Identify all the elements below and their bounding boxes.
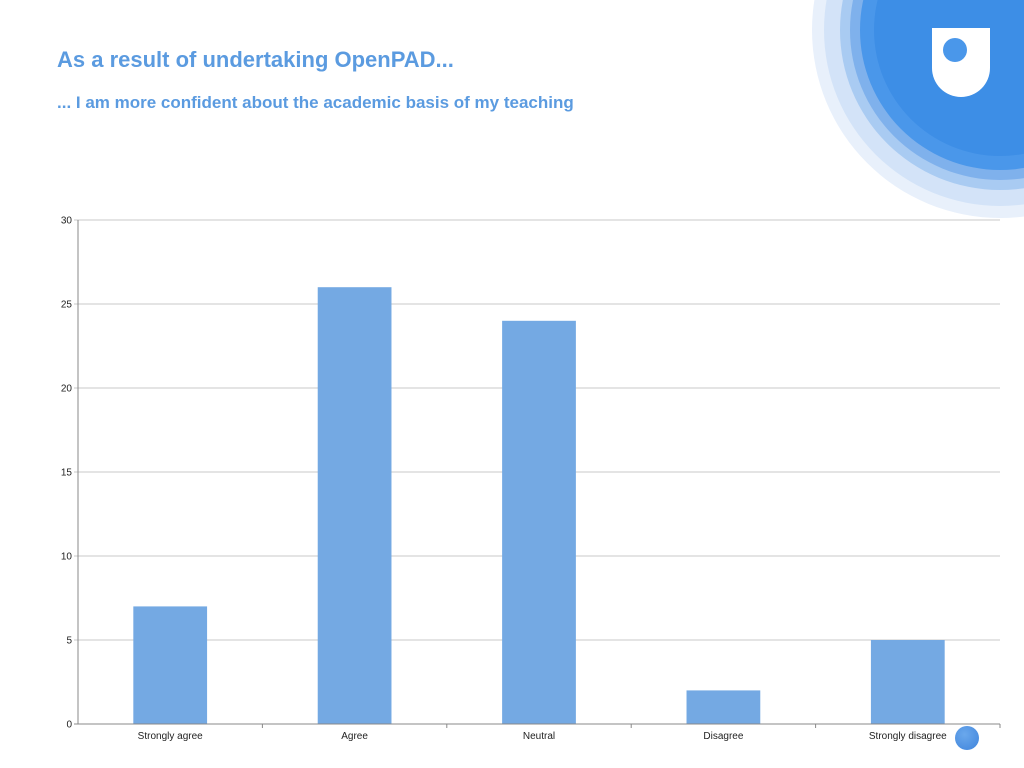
x-tick-label: Strongly disagree [869,731,947,742]
y-axis-ticks: 0 5 10 15 20 25 30 [61,216,73,731]
y-tick-label: 30 [61,216,73,227]
x-axis-ticks: Strongly agree Agree Neutral Disagree Strong… [138,724,1001,742]
slide-title: As a result of undertaking OpenPAD... [57,47,454,72]
y-tick-label: 0 [66,720,72,731]
y-tick-label: 5 [66,636,72,647]
y-tick-label: 10 [61,552,73,563]
page-indicator-dot [955,726,979,750]
bar [686,690,761,724]
bar [502,320,576,724]
y-tick-label: 25 [61,300,73,311]
bar [133,606,208,724]
x-tick-label: Neutral [523,731,555,742]
open-university-logo [812,0,1024,218]
x-tick-label: Agree [341,731,368,742]
x-tick-label: Strongly agree [138,731,203,742]
x-tick-label: Disagree [703,731,743,742]
bar [317,287,392,724]
bar [870,640,945,724]
y-tick-label: 20 [61,384,73,395]
bars [133,287,945,724]
slide-subtitle: ... I am more confident about the academ… [57,93,574,112]
y-tick-label: 15 [61,468,73,479]
bar-chart: 0 5 10 15 20 25 30 Strongly agree Agree Neutral D… [61,216,1001,742]
